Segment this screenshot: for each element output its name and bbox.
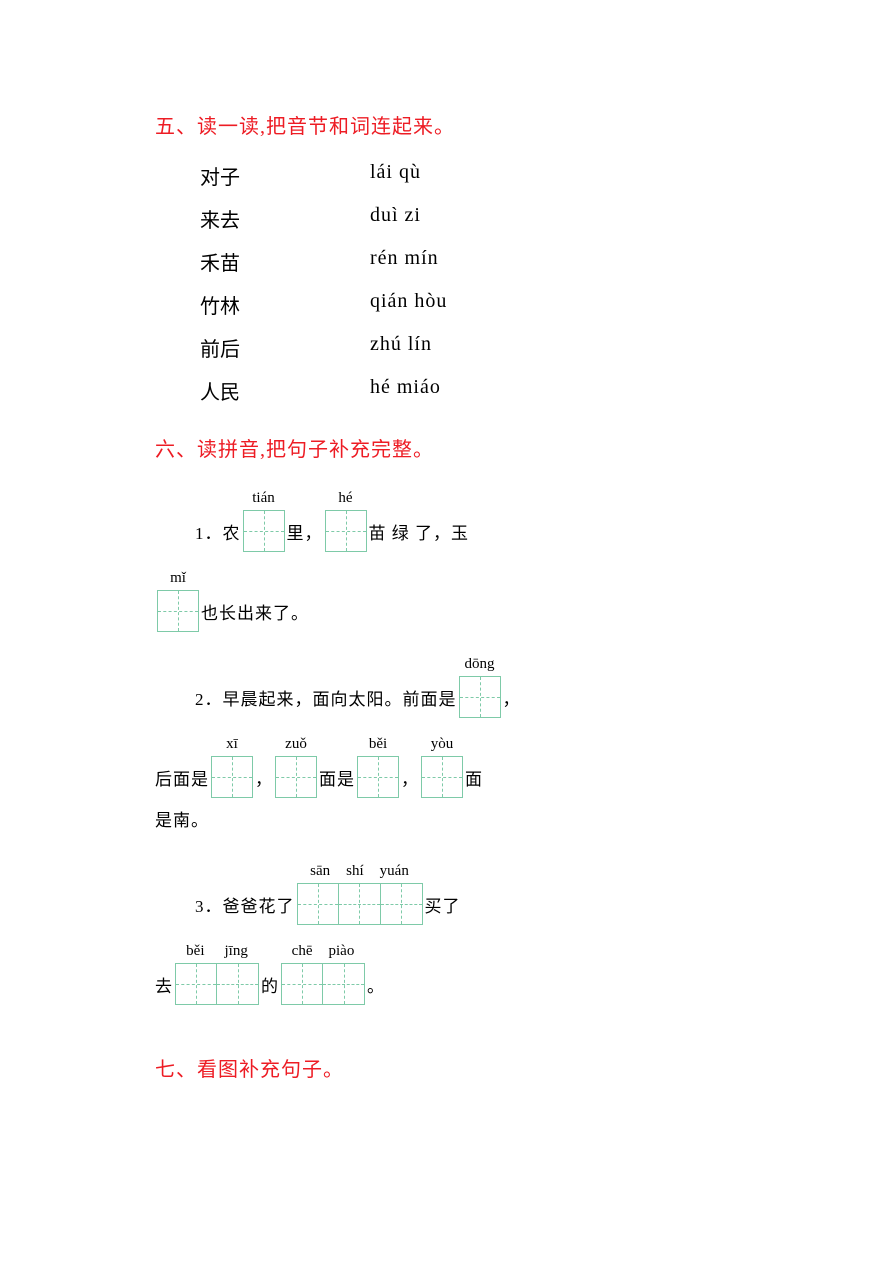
- char-box[interactable]: [421, 756, 463, 798]
- char-box[interactable]: [297, 883, 339, 925]
- match-word: 竹林: [200, 290, 370, 319]
- pinyin-label: jīng: [224, 943, 247, 961]
- char-box-wrap: tián: [243, 490, 285, 552]
- char-box[interactable]: [275, 756, 317, 798]
- char-box[interactable]: [323, 963, 365, 1005]
- pinyin-label: piào: [329, 943, 355, 961]
- char-box-wrap: dōng: [459, 656, 501, 718]
- char-box[interactable]: [339, 883, 381, 925]
- match-row: 来去 duì zi: [200, 204, 767, 233]
- text: ，: [503, 685, 521, 718]
- char-box-wrap: xī: [211, 736, 253, 798]
- match-pinyin: rén mín: [370, 247, 439, 276]
- pinyin-label: yòu: [431, 736, 454, 754]
- char-box-wrap: yòu: [421, 736, 463, 798]
- char-box-wrap: běi jīng: [175, 943, 259, 1005]
- pinyin-label: sān: [310, 863, 330, 881]
- section-6-title: 六、读拼音,把句子补充完整。: [155, 433, 767, 462]
- match-row: 前后 zhú lín: [200, 333, 767, 362]
- text: 2．早晨起来，面向太阳。前面是: [195, 685, 457, 718]
- char-box[interactable]: [217, 963, 259, 1005]
- section-5-title: 五、读一读,把音节和词连起来。: [155, 110, 767, 139]
- pinyin-label: mǐ: [170, 570, 186, 588]
- char-box-wrap: běi: [357, 736, 399, 798]
- match-row: 禾苗 rén mín: [200, 247, 767, 276]
- text: ，: [401, 765, 419, 798]
- pinyin-label: zuǒ: [285, 736, 307, 754]
- char-box-wrap: zuǒ: [275, 736, 317, 798]
- text: 。: [367, 972, 385, 1005]
- char-box-wrap: mǐ: [157, 570, 199, 632]
- match-pinyin: duì zi: [370, 204, 421, 233]
- match-word: 禾苗: [200, 247, 370, 276]
- char-box[interactable]: [281, 963, 323, 1005]
- match-row: 对子 lái qù: [200, 161, 767, 190]
- char-box-wrap: sān shí yuán: [297, 863, 423, 925]
- char-box-wrap: chē piào: [281, 943, 365, 1005]
- section-7-title: 七、看图补充句子。: [155, 1053, 767, 1082]
- pinyin-label: hé: [338, 490, 352, 508]
- char-box[interactable]: [157, 590, 199, 632]
- pinyin-label: běi: [186, 943, 204, 961]
- text: 1．农: [195, 519, 241, 552]
- char-box[interactable]: [357, 756, 399, 798]
- pinyin-label: shí: [346, 863, 364, 881]
- char-box[interactable]: [243, 510, 285, 552]
- text: 里，: [287, 519, 323, 552]
- text: 的: [261, 972, 279, 1005]
- text: 去: [155, 972, 173, 1005]
- char-box[interactable]: [211, 756, 253, 798]
- text: 苗 绿 了，玉: [369, 519, 470, 552]
- match-pinyin: qián hòu: [370, 290, 447, 319]
- pinyin-label: běi: [369, 736, 387, 754]
- pinyin-label: chē: [292, 943, 313, 961]
- match-word: 来去: [200, 204, 370, 233]
- match-pinyin: lái qù: [370, 161, 421, 190]
- text: 面: [465, 765, 483, 798]
- char-box-wrap: hé: [325, 490, 367, 552]
- char-box[interactable]: [459, 676, 501, 718]
- match-pinyin: zhú lín: [370, 333, 432, 362]
- match-word: 对子: [200, 161, 370, 190]
- text: 后面是: [155, 765, 209, 798]
- match-row: 人民 hé miáo: [200, 376, 767, 405]
- char-box[interactable]: [381, 883, 423, 925]
- text: ，: [255, 765, 273, 798]
- text: 面是: [319, 765, 355, 798]
- pinyin-label: xī: [226, 736, 238, 754]
- match-word: 前后: [200, 333, 370, 362]
- char-box[interactable]: [325, 510, 367, 552]
- exercise-1: 1．农 tián 里， hé 苗 绿 了，玉 mǐ 也长出来了。: [195, 490, 767, 1005]
- pinyin-label: yuán: [380, 863, 409, 881]
- match-word: 人民: [200, 376, 370, 405]
- pinyin-label: tián: [252, 490, 275, 508]
- match-pinyin: hé miáo: [370, 376, 441, 405]
- match-table: 对子 lái qù 来去 duì zi 禾苗 rén mín 竹林 qián h…: [200, 161, 767, 405]
- match-row: 竹林 qián hòu: [200, 290, 767, 319]
- text: 也长出来了。: [201, 599, 309, 632]
- char-box[interactable]: [175, 963, 217, 1005]
- text: 是南。: [155, 806, 209, 839]
- text: 3．爸爸花了: [195, 892, 295, 925]
- pinyin-label: dōng: [465, 656, 495, 674]
- text: 买了: [425, 892, 461, 925]
